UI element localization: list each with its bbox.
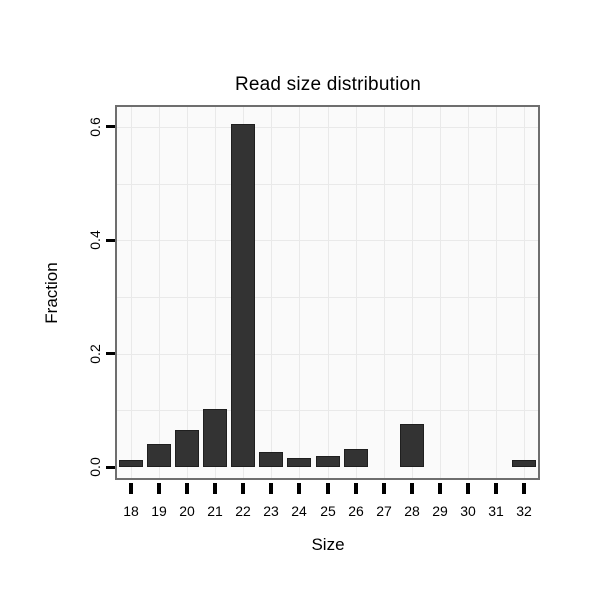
- x-tick-label: 27: [376, 503, 392, 519]
- gridline-vertical: [299, 107, 300, 478]
- bar: [231, 124, 255, 467]
- bar: [287, 458, 311, 467]
- x-tick-label: 31: [488, 503, 504, 519]
- gridline-horizontal: [117, 240, 538, 241]
- x-tick-mark: [410, 483, 414, 494]
- x-tick-mark: [522, 483, 526, 494]
- bar: [400, 424, 424, 467]
- chart-title: Read size distribution: [234, 74, 422, 95]
- gridline-vertical: [524, 107, 525, 478]
- x-tick-label: 24: [291, 503, 307, 519]
- x-tick-mark: [269, 483, 273, 494]
- y-axis-label: Fraction: [42, 262, 61, 324]
- gridline-vertical: [328, 107, 329, 478]
- y-tick-label: 0.0: [87, 457, 103, 477]
- y-tick-label: 0.2: [87, 344, 103, 364]
- gridline-horizontal: [117, 184, 538, 185]
- x-tick-label: 22: [235, 503, 251, 519]
- plot-panel: [115, 105, 540, 480]
- y-tick-label: 0.4: [87, 230, 103, 250]
- gridline-vertical: [496, 107, 497, 478]
- gridline-horizontal: [117, 127, 538, 128]
- y-tick-mark: [106, 352, 115, 355]
- gridline-vertical: [271, 107, 272, 478]
- gridline-vertical: [384, 107, 385, 478]
- y-tick-label: 0.6: [87, 117, 103, 137]
- x-tick-mark: [297, 483, 301, 494]
- x-tick-label: 19: [151, 503, 167, 519]
- x-tick-label: 26: [348, 503, 364, 519]
- gridline-horizontal: [117, 410, 538, 411]
- gridline-vertical: [131, 107, 132, 478]
- x-tick-label: 25: [320, 503, 336, 519]
- bar: [344, 449, 368, 467]
- bar: [147, 444, 171, 467]
- x-tick-mark: [129, 483, 133, 494]
- gridline-vertical: [440, 107, 441, 478]
- gridline-horizontal: [117, 297, 538, 298]
- gridline-horizontal: [117, 354, 538, 355]
- gridline-vertical: [468, 107, 469, 478]
- y-tick-mark: [106, 466, 115, 469]
- x-tick-mark: [354, 483, 358, 494]
- bar: [512, 460, 536, 467]
- x-axis-label: Size: [311, 535, 345, 554]
- x-tick-mark: [213, 483, 217, 494]
- bar: [316, 456, 340, 467]
- x-tick-mark: [466, 483, 470, 494]
- gridline-vertical: [159, 107, 160, 478]
- gridline-vertical: [356, 107, 357, 478]
- x-tick-label: 30: [460, 503, 476, 519]
- x-tick-mark: [382, 483, 386, 494]
- x-tick-mark: [438, 483, 442, 494]
- bar: [203, 409, 227, 467]
- x-tick-label: 20: [179, 503, 195, 519]
- x-tick-mark: [185, 483, 189, 494]
- bar: [119, 460, 143, 467]
- y-tick-mark: [106, 125, 115, 128]
- y-tick-mark: [106, 239, 115, 242]
- gridline-vertical: [187, 107, 188, 478]
- bar: [175, 430, 199, 467]
- x-tick-label: 21: [207, 503, 223, 519]
- x-tick-label: 18: [123, 503, 139, 519]
- x-tick-mark: [157, 483, 161, 494]
- x-tick-label: 29: [432, 503, 448, 519]
- gridline-vertical: [412, 107, 413, 478]
- x-tick-label: 23: [263, 503, 279, 519]
- x-tick-mark: [494, 483, 498, 494]
- x-tick-mark: [326, 483, 330, 494]
- x-tick-label: 28: [404, 503, 420, 519]
- bar: [259, 452, 283, 467]
- x-tick-label: 32: [516, 503, 532, 519]
- x-tick-mark: [241, 483, 245, 494]
- gridline-vertical: [215, 107, 216, 478]
